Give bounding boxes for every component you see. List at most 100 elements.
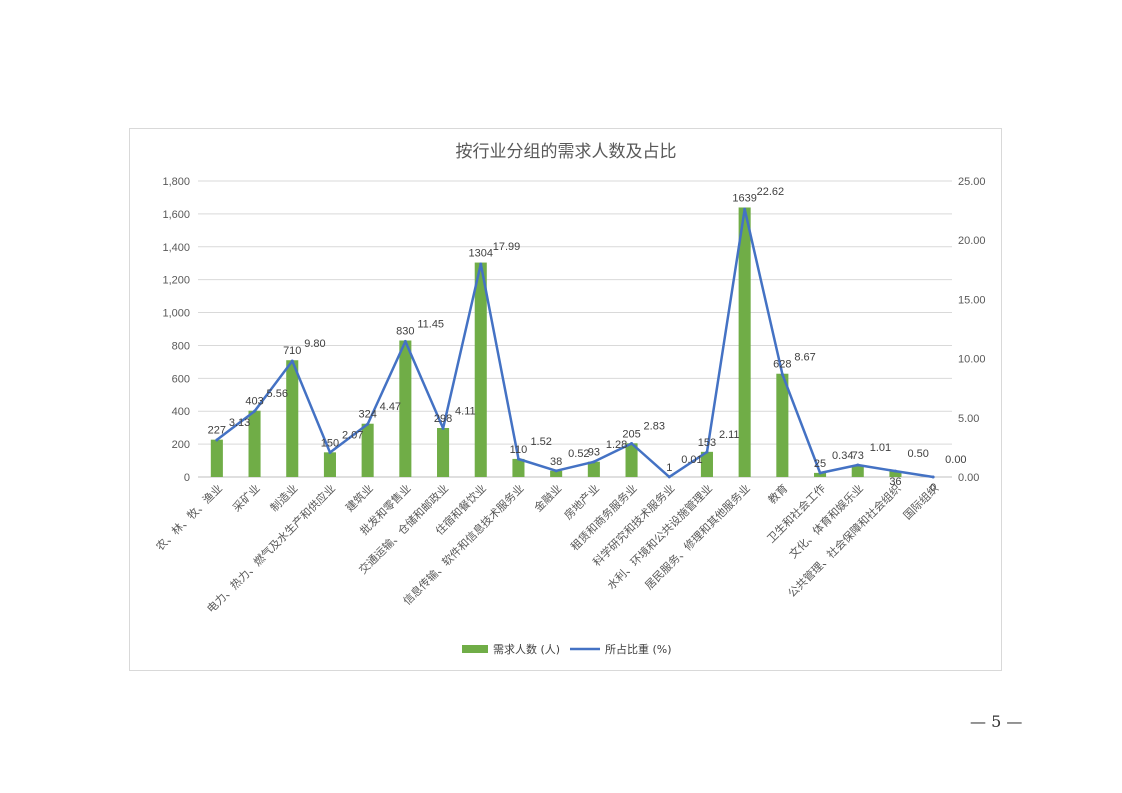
bar-data-label: 227: [208, 425, 226, 437]
series-line: [216, 207, 934, 479]
x-category-label: 金融业: [531, 481, 564, 514]
line-point: [253, 409, 257, 413]
bar: [851, 464, 864, 477]
bar-data-label: 1: [666, 462, 672, 474]
line-point: [403, 339, 407, 343]
line-data-label: 4.47: [380, 401, 401, 413]
x-category-label: 制造业: [267, 481, 300, 514]
bar-data-label: 1304: [469, 248, 493, 260]
bar-data-label: 403: [245, 396, 263, 408]
bar-data-label: 1639: [732, 192, 756, 204]
y-right-tick-label: 10.00: [958, 354, 986, 366]
line-point: [290, 359, 294, 363]
line-point: [554, 469, 558, 473]
line-point: [818, 471, 822, 475]
line-data-label: 1.28: [606, 439, 627, 451]
line-point: [780, 372, 784, 376]
line-data-label: 0.52: [568, 448, 589, 460]
bar: [361, 423, 374, 477]
line-point: [856, 463, 860, 467]
bar-data-label: 36: [889, 476, 901, 488]
line-point: [667, 475, 671, 479]
line-point: [479, 262, 483, 266]
bar: [474, 262, 487, 477]
page-number: — 5 —: [970, 712, 1023, 731]
bar: [700, 451, 713, 477]
line-point: [328, 450, 332, 454]
line-point: [931, 475, 935, 479]
bar: [512, 458, 525, 477]
x-category-label: 租赁和商务服务业: [568, 481, 640, 553]
line-data-label: 4.11: [455, 405, 476, 417]
line-data-label: 22.62: [757, 186, 785, 198]
bar-data-label: 25: [814, 458, 826, 470]
x-category-label: 教育: [765, 481, 790, 506]
legend-label-bars: 需求人数 (人): [493, 643, 560, 656]
line-point: [215, 438, 219, 442]
bar: [889, 471, 902, 477]
bar-data-label: 38: [550, 456, 562, 468]
line-point: [630, 441, 634, 445]
x-category-label: 建筑业: [343, 481, 376, 514]
y-right-tick-label: 0.00: [958, 472, 979, 484]
bar: [286, 360, 299, 477]
bar: [399, 340, 412, 477]
y-left-tick-label: 1,200: [162, 275, 190, 287]
bar: [625, 443, 638, 477]
bar: [550, 470, 563, 477]
bar: [814, 472, 827, 477]
bar-data-label: 205: [622, 428, 640, 440]
y-left-tick-label: 600: [172, 373, 190, 385]
y-right-tick-label: 25.00: [958, 176, 986, 188]
bar-data-label: 0: [930, 482, 936, 494]
x-category-label: 采矿业: [230, 482, 263, 515]
line-data-label: 9.80: [304, 338, 325, 350]
bar: [323, 452, 336, 477]
line-data-label: 11.45: [417, 318, 444, 330]
x-category-label: 农、林、牧、渔业: [153, 481, 225, 553]
chart-title: 按行业分组的需求人数及占比: [456, 142, 677, 162]
line-data-label: 3.13: [229, 417, 250, 429]
y-left-tick-label: 1,000: [162, 308, 190, 320]
line-data-label: 2.11: [719, 429, 740, 441]
bar-data-label: 153: [698, 437, 716, 449]
line-point: [893, 469, 897, 473]
bar-data-label: 628: [773, 359, 791, 371]
bar: [776, 373, 789, 477]
line-data-label: 2.83: [644, 420, 665, 432]
line-data-label: 0.01: [681, 454, 702, 466]
bar: [210, 439, 223, 477]
bar: [437, 427, 450, 477]
line-data-label: 1.52: [530, 436, 551, 448]
bar-data-label: 324: [358, 409, 376, 421]
bar-data-label: 150: [321, 437, 339, 449]
line-point: [441, 426, 445, 430]
y-right-tick-label: 20.00: [958, 235, 986, 247]
line-point: [705, 450, 709, 454]
line-data-label: 0.00: [945, 454, 966, 466]
legend-label-line: 所占比重 (%): [605, 642, 672, 656]
line-data-label: 8.67: [794, 351, 815, 363]
line-point: [592, 460, 596, 464]
y-left-tick-label: 1,400: [162, 242, 190, 254]
line-data-label: 1.01: [870, 442, 891, 454]
line-data-label: 17.99: [493, 241, 521, 253]
bar-data-label: 73: [852, 450, 864, 462]
line-data-label: 2.07: [342, 429, 363, 441]
bar-data-label: 710: [283, 345, 301, 357]
y-left-tick-label: 0: [184, 472, 190, 484]
legend-swatch-bars: [462, 645, 488, 653]
chart-container: 按行业分组的需求人数及占比 0 200 400 600 800 1,000 1,200 1,4…: [129, 128, 1002, 671]
line-data-label: 0.34: [832, 450, 853, 462]
y-left-tick-label: 400: [172, 406, 190, 418]
line-point: [366, 422, 370, 426]
bar: [738, 207, 751, 477]
line-data-label: 0.50: [907, 448, 928, 460]
y-right-tick-label: 5.00: [958, 413, 979, 425]
y-left-tick-label: 200: [172, 439, 190, 451]
y-right-tick-label: 15.00: [958, 294, 986, 306]
bar-data-label: 298: [434, 413, 452, 425]
line-point: [743, 207, 747, 211]
bar-data-label: 830: [396, 326, 414, 338]
y-left-tick-label: 1,600: [162, 209, 190, 221]
